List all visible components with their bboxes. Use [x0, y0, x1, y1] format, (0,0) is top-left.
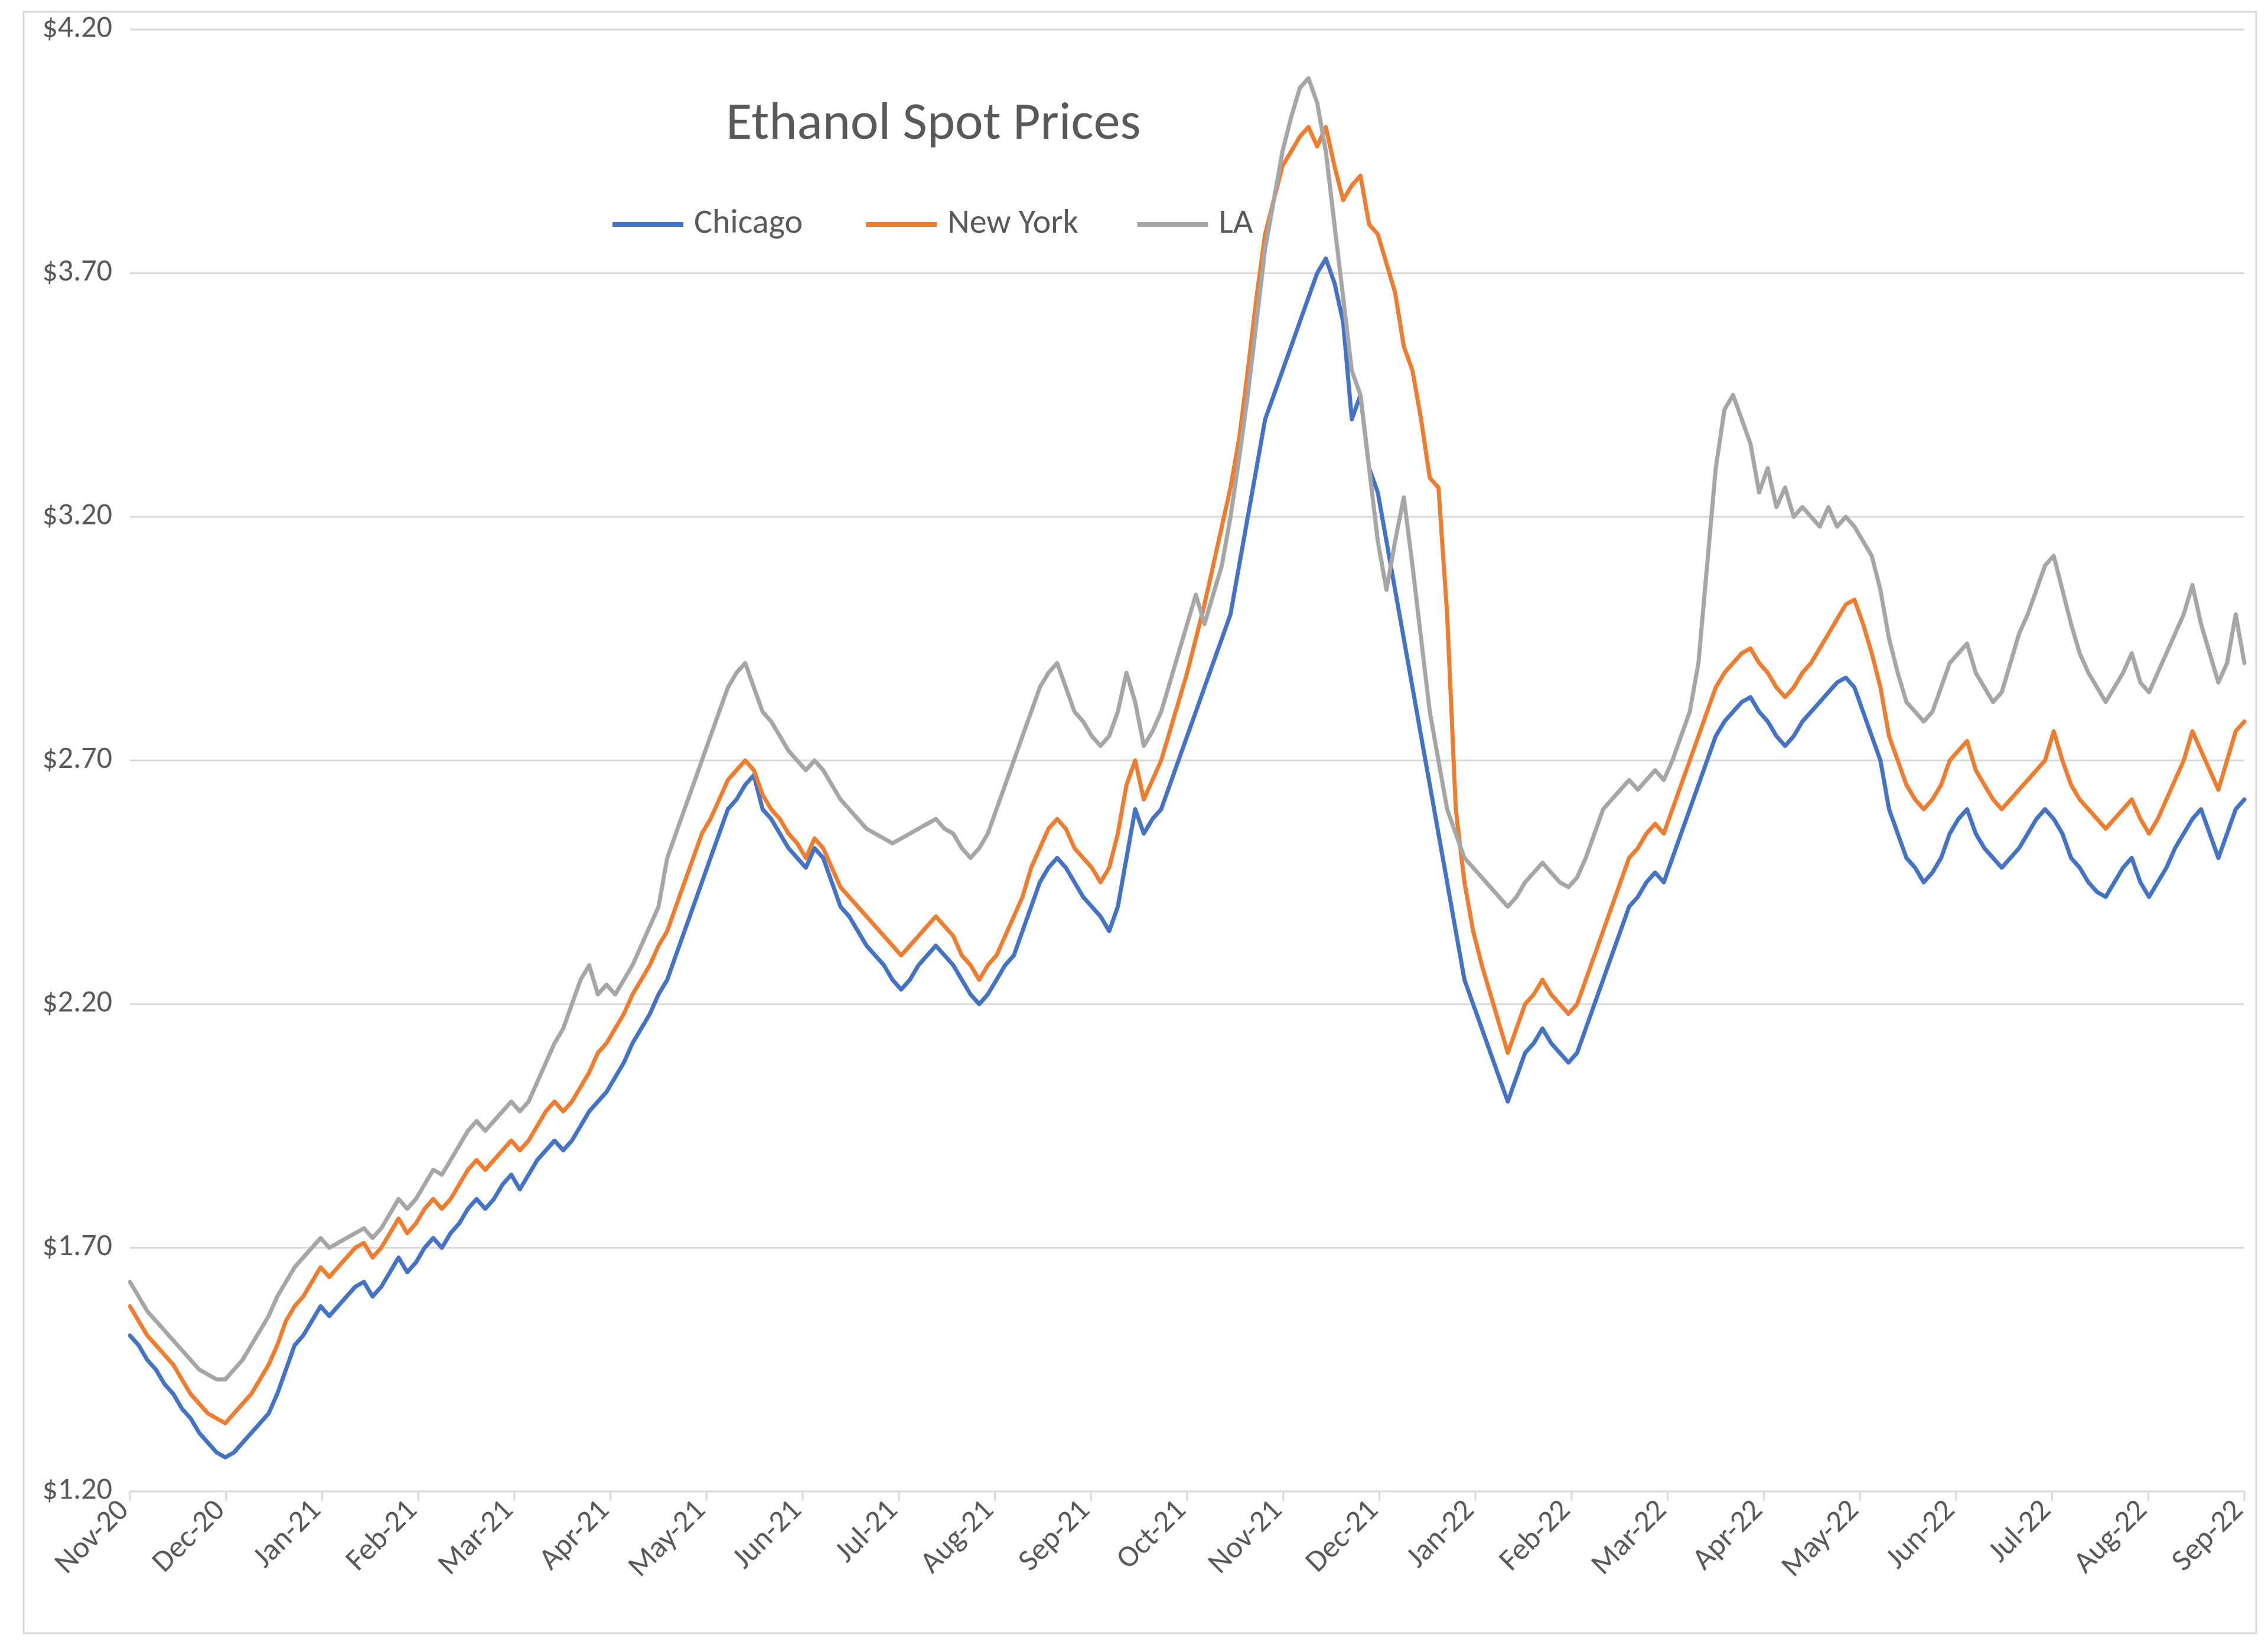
- legend-label: New York: [947, 200, 1078, 242]
- legend-label: Chicago: [694, 200, 803, 242]
- y-axis-label: $1.70: [42, 1226, 112, 1263]
- chart-container: $1.20$1.70$2.20$2.70$3.20$3.70$4.20Nov-2…: [0, 0, 2268, 1645]
- y-axis-label: $4.20: [42, 7, 112, 45]
- y-axis-label: $2.70: [42, 738, 112, 776]
- legend-label: LA: [1218, 200, 1253, 242]
- line-chart: $1.20$1.70$2.20$2.70$3.20$3.70$4.20Nov-2…: [0, 0, 2268, 1645]
- chart-title: Ethanol Spot Prices: [726, 89, 1140, 154]
- y-axis-label: $3.70: [42, 251, 112, 289]
- y-axis-label: $3.20: [42, 494, 112, 532]
- y-axis-label: $2.20: [42, 982, 112, 1019]
